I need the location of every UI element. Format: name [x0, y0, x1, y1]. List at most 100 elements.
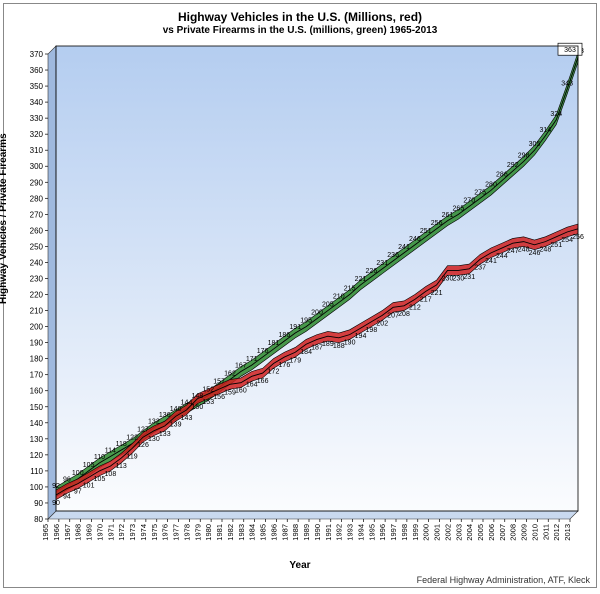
value-label: 237	[474, 264, 486, 271]
value-label: 190	[344, 340, 356, 347]
value-label: 191	[289, 324, 301, 331]
y-tick-label: 170	[30, 371, 44, 380]
y-tick-label: 340	[30, 98, 44, 107]
y-tick-label: 270	[30, 210, 44, 219]
y-tick-label: 200	[30, 323, 44, 332]
value-label: 212	[409, 304, 421, 311]
value-label: 205	[322, 302, 334, 309]
y-tick-label: 360	[30, 66, 44, 75]
value-label: 133	[159, 431, 171, 438]
value-label: 127	[137, 427, 149, 434]
value-label: 200	[311, 310, 323, 317]
x-tick-label: 1983	[237, 524, 246, 541]
y-tick-label: 320	[30, 130, 44, 139]
value-label: 221	[431, 290, 443, 297]
endpoint-label: 363	[564, 47, 576, 54]
x-tick-label: 2001	[433, 524, 442, 541]
y-tick-label: 240	[30, 258, 44, 267]
x-tick-label: 1997	[389, 524, 398, 541]
value-label: 166	[257, 378, 269, 385]
value-label: 157	[213, 379, 225, 386]
y-tick-label: 80	[34, 515, 43, 524]
x-tick-label: 1965	[41, 524, 50, 541]
value-label: 217	[420, 296, 432, 303]
x-tick-label: 1987	[280, 524, 289, 541]
value-label: 118	[116, 441, 127, 448]
value-label: 280	[485, 181, 497, 188]
x-tick-label: 2002	[443, 524, 452, 541]
value-label: 256	[431, 220, 443, 227]
value-label: 202	[376, 320, 388, 327]
value-label: 97	[74, 489, 82, 496]
x-tick-label: 1967	[63, 524, 72, 541]
value-label: 162	[224, 371, 236, 378]
y-tick-label: 110	[30, 467, 43, 476]
x-tick-label: 1998	[400, 524, 409, 541]
y-tick-label: 230	[30, 274, 44, 283]
x-tick-label: 1970	[95, 524, 104, 541]
value-label: 105	[83, 462, 95, 469]
value-label: 198	[366, 327, 378, 334]
y-tick-label: 120	[30, 451, 44, 460]
y-tick-label: 150	[30, 403, 44, 412]
chart-svg: 8090100110120130140150160170180190200210…	[4, 4, 596, 587]
value-label: 100	[72, 470, 84, 477]
x-tick-label: 1993	[346, 524, 355, 541]
x-tick-label: 2006	[487, 524, 496, 541]
value-label: 122	[126, 435, 138, 442]
x-tick-label: 1973	[128, 524, 137, 541]
value-label: 261	[442, 212, 454, 219]
y-tick-label: 290	[30, 178, 44, 187]
y-tick-label: 100	[30, 483, 44, 492]
x-tick-label: 1989	[302, 524, 311, 541]
value-label: 132	[148, 419, 160, 426]
x-tick-label: 2007	[498, 524, 507, 541]
x-tick-label: 1996	[378, 524, 387, 541]
x-tick-label: 1981	[215, 524, 224, 541]
value-label: 152	[202, 387, 214, 394]
value-label: 140	[170, 406, 182, 413]
value-label: 114	[105, 447, 116, 454]
x-tick-label: 1975	[150, 524, 159, 541]
x-tick-label: 1969	[85, 524, 94, 541]
y-tick-label: 210	[30, 307, 44, 316]
value-label: 226	[366, 268, 378, 275]
x-tick-label: 2009	[520, 524, 529, 541]
y-tick-label: 310	[30, 146, 44, 155]
value-label: 94	[63, 494, 71, 501]
x-tick-label: 1966	[52, 524, 61, 541]
value-label: 231	[376, 260, 388, 267]
x-tick-label: 1990	[313, 524, 322, 541]
value-label: 265	[453, 205, 465, 212]
value-label: 113	[116, 463, 127, 470]
value-label: 343	[561, 80, 573, 87]
value-label: 194	[355, 333, 367, 340]
x-tick-label: 2012	[552, 524, 561, 541]
value-label: 179	[289, 357, 301, 364]
value-label: 241	[398, 244, 410, 251]
x-tick-label: 2000	[422, 524, 431, 541]
value-label: 221	[355, 276, 367, 283]
x-tick-label: 2003	[454, 524, 463, 541]
y-tick-label: 180	[30, 355, 44, 364]
x-tick-label: 1979	[193, 524, 202, 541]
value-label: 110	[94, 454, 105, 461]
x-tick-label: 2008	[509, 524, 518, 541]
value-label: 101	[83, 482, 95, 489]
value-label: 236	[387, 252, 399, 259]
x-tick-label: 2004	[465, 524, 474, 541]
x-tick-label: 1980	[204, 524, 213, 541]
value-label: 210	[333, 294, 345, 301]
y-tick-label: 190	[30, 339, 44, 348]
x-tick-label: 1985	[259, 524, 268, 541]
x-tick-label: 1986	[269, 524, 278, 541]
y-tick-label: 350	[30, 82, 44, 91]
y-tick-label: 260	[30, 226, 44, 235]
y-tick-label: 140	[30, 419, 44, 428]
x-tick-label: 2011	[541, 524, 550, 540]
value-label: 96	[63, 476, 71, 483]
y-tick-label: 370	[30, 50, 44, 59]
x-tick-label: 1977	[172, 524, 181, 541]
value-label: 176	[257, 348, 269, 355]
value-label: 305	[529, 141, 541, 148]
